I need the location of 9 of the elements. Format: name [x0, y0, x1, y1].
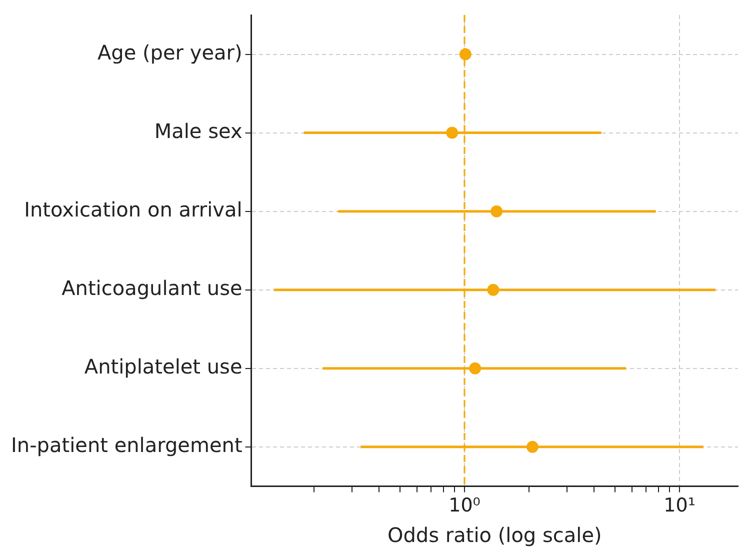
y-tick-label: Anticoagulant use [62, 276, 242, 300]
y-tick-label: Intoxication on arrival [24, 198, 242, 222]
y-tick-label: Age (per year) [97, 40, 242, 64]
y-tick-label: In-patient enlargement [10, 433, 242, 458]
x-tick-label: 10⁰ [448, 494, 480, 517]
y-tick-label: Male sex [154, 119, 242, 144]
x-axis-title: Odds ratio (log scale) [387, 523, 602, 548]
x-tick-label: 10¹ [664, 494, 696, 517]
y-tick-label: Antiplatelet use [84, 354, 242, 379]
